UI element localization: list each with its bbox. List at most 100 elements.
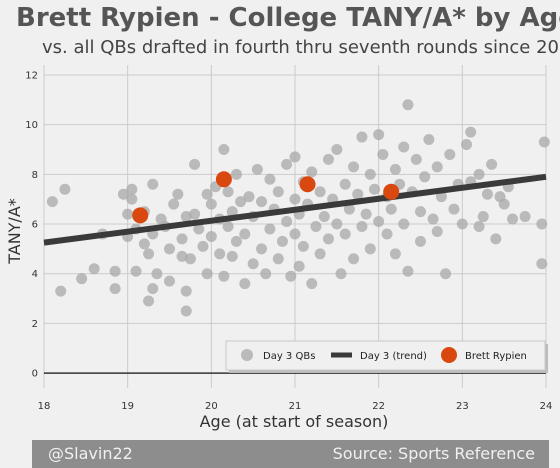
trend-line xyxy=(43,173,547,246)
day3-qb-point xyxy=(310,221,322,232)
day3-qb-point xyxy=(222,221,234,232)
x-tick-label: 22 xyxy=(372,401,385,412)
day3-qb-point xyxy=(264,173,276,185)
day3-qb-point xyxy=(201,188,213,200)
day3-qb-point xyxy=(281,158,293,170)
day3-qb-point xyxy=(281,216,293,228)
rypien-point xyxy=(299,176,316,193)
day3-qb-point xyxy=(368,183,380,195)
day3-qb-point xyxy=(130,265,142,277)
day3-qb-point xyxy=(473,221,485,232)
day3-qb-point xyxy=(402,99,414,111)
rypien-point xyxy=(383,183,400,200)
day3-qb-points xyxy=(46,99,550,317)
day3-qb-point xyxy=(322,233,334,245)
day3-qb-point xyxy=(402,265,414,277)
day3-qb-point xyxy=(235,196,247,208)
day3-qb-point xyxy=(260,268,272,280)
day3-qb-point xyxy=(276,235,288,247)
day3-qb-point xyxy=(289,193,301,205)
day3-qb-point xyxy=(289,151,301,163)
day3-qb-point xyxy=(151,268,163,280)
day3-qb-point xyxy=(373,129,385,141)
day3-qb-point xyxy=(176,250,188,262)
day3-qb-point xyxy=(193,223,205,235)
day3-qb-point xyxy=(360,208,372,220)
day3-qb-point xyxy=(272,186,284,198)
day3-qb-point xyxy=(519,211,531,223)
x-axis-label: Age (at start of season) xyxy=(200,412,389,431)
day3-qb-point xyxy=(205,198,217,210)
y-axis-label: TANY/A* xyxy=(5,198,24,265)
grid xyxy=(43,65,547,388)
day3-qb-point xyxy=(239,228,251,240)
day3-qb-point xyxy=(538,136,550,148)
day3-qb-point xyxy=(348,161,360,173)
day3-qb-point xyxy=(251,163,263,175)
chart-subtitle: vs. all QBs drafted in fourth thru seven… xyxy=(42,37,560,58)
y-tick-label: 6 xyxy=(32,220,38,231)
day3-qb-point xyxy=(385,203,397,215)
legend-box xyxy=(225,340,546,371)
day3-qb-point xyxy=(343,203,355,215)
day3-qb-point xyxy=(164,275,175,287)
day3-qb-point xyxy=(423,134,435,146)
day3-qb-point xyxy=(364,168,376,180)
day3-qb-point xyxy=(461,139,473,151)
day3-qb-point xyxy=(410,153,422,165)
legend-label-trend: Day 3 (trend) xyxy=(360,351,427,362)
x-tick-label: 24 xyxy=(540,401,553,412)
day3-qb-point xyxy=(256,196,268,208)
day3-qb-point xyxy=(389,248,401,260)
day3-qb-point xyxy=(440,268,452,280)
day3-qb-point xyxy=(377,148,389,160)
day3-qb-point xyxy=(481,188,493,200)
day3-qb-point xyxy=(335,268,347,280)
day3-qb-point xyxy=(431,225,443,237)
y-tick-label: 0 xyxy=(32,369,38,380)
day3-qb-point xyxy=(189,208,201,220)
day3-qb-point xyxy=(507,213,519,225)
legend-label-day3: Day 3 QBs xyxy=(263,351,315,362)
day3-qb-point xyxy=(147,178,159,190)
day3-qb-point xyxy=(176,233,188,245)
y-tick-label: 4 xyxy=(32,269,38,280)
day3-qb-point xyxy=(256,243,268,255)
day3-qb-point xyxy=(389,163,401,175)
day3-qb-point xyxy=(164,243,175,255)
day3-qb-point xyxy=(448,203,460,215)
day3-qb-point xyxy=(138,238,150,250)
day3-qb-point xyxy=(297,240,309,252)
x-tick-label: 21 xyxy=(289,401,302,412)
day3-qb-point xyxy=(322,153,334,165)
day3-qb-point xyxy=(381,228,393,240)
day3-qb-point xyxy=(46,196,58,208)
day3-qb-point xyxy=(293,260,305,272)
x-tick-label: 19 xyxy=(121,401,134,412)
day3-qb-point xyxy=(180,305,192,317)
day3-qb-point xyxy=(197,240,209,252)
legend-label-rypien: Brett Rypien xyxy=(465,351,527,362)
day3-qb-point xyxy=(109,283,121,295)
day3-qb-point xyxy=(356,221,368,232)
day3-qb-point xyxy=(272,253,284,265)
day3-qb-point xyxy=(536,218,548,230)
day3-qb-point xyxy=(419,171,431,183)
day3-qb-point xyxy=(214,248,226,260)
day3-qb-point xyxy=(490,233,502,245)
day3-qb-point xyxy=(289,228,301,240)
x-tick-label: 18 xyxy=(38,401,51,412)
rypien-point xyxy=(215,171,232,188)
day3-qb-point xyxy=(243,191,255,203)
legend: Day 3 QBs Day 3 (trend) Brett Rypien xyxy=(225,340,548,373)
day3-qb-point xyxy=(477,211,489,223)
day3-qb-point xyxy=(230,235,242,247)
day3-qb-point xyxy=(122,208,134,220)
legend-marker-day3 xyxy=(241,349,253,361)
day3-qb-point xyxy=(180,211,192,223)
day3-qb-point xyxy=(318,211,330,223)
day3-qb-point xyxy=(352,188,364,200)
day3-qb-point xyxy=(264,223,276,235)
day3-qb-point xyxy=(147,283,159,295)
chart-svg: Brett Rypien - College TANY/A* by Age vs… xyxy=(5,3,560,431)
